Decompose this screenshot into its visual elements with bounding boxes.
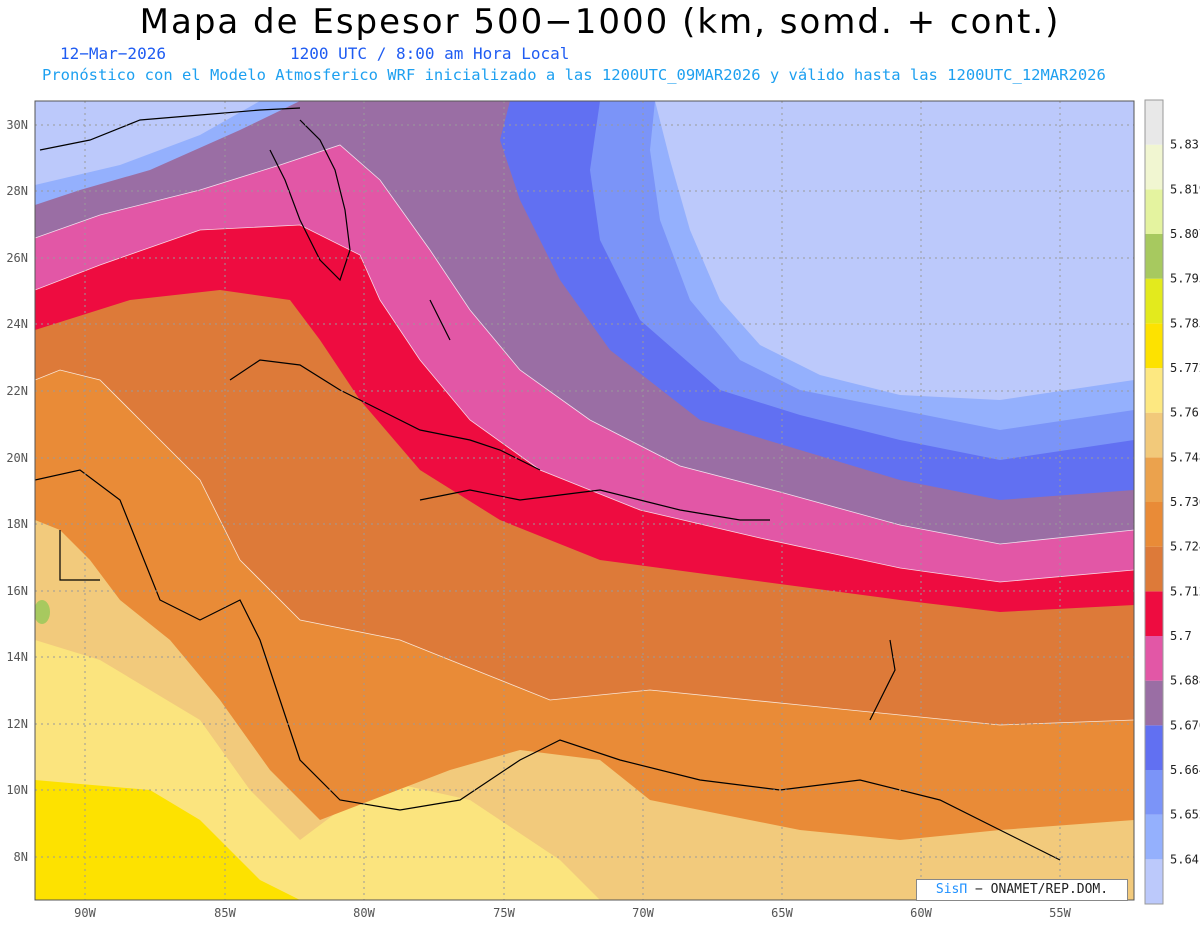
coastlines	[35, 107, 1061, 861]
credit-box: SisΠ − ONAMET/REP.DOM.	[916, 879, 1128, 901]
colorbar-label: 5.724	[1170, 540, 1200, 554]
colorbar-swatch	[1145, 814, 1163, 860]
contour-lines	[35, 144, 1134, 726]
map-frame	[34, 100, 1135, 901]
lon-label: 90W	[74, 906, 96, 920]
colorbar-swatch	[1145, 368, 1163, 413]
colorbar-frame	[1144, 99, 1164, 905]
colorbar-label: 5.76	[1170, 406, 1199, 420]
colorbar-label: 5.783	[1170, 316, 1200, 330]
lat-lon-grid	[35, 101, 1134, 900]
lon-label: 70W	[632, 906, 654, 920]
lat-label: 24N	[6, 317, 28, 331]
forecast-time: 1200 UTC / 8:00 am Hora Local	[290, 44, 570, 63]
lat-label: 20N	[6, 451, 28, 465]
colorbar-swatch	[1145, 636, 1163, 681]
colorbar-label: 5.831	[1170, 138, 1200, 152]
lon-label: 80W	[353, 906, 375, 920]
colorbar-swatch	[1145, 278, 1163, 324]
thickness-field	[35, 101, 1134, 900]
lat-axis: 30N 28N 26N 24N 22N 20N 18N 16N 14N 12N …	[6, 118, 28, 864]
band-5.795	[35, 600, 50, 624]
model-note: Pronóstico con el Modelo Atmosferico WRF…	[42, 66, 1106, 84]
colorbar-swatch	[1145, 412, 1163, 458]
forecast-date: 12−Mar−2026	[60, 44, 166, 63]
band-5.64	[35, 101, 1134, 400]
band-5.772	[35, 780, 300, 900]
colorbar-label: 5.807	[1170, 227, 1200, 241]
lat-label: 30N	[6, 118, 28, 132]
map-title: Mapa de Espesor 500−1000 (km, somd. + co…	[139, 2, 1061, 42]
lat-label: 22N	[6, 384, 28, 398]
colorbar-swatch	[1145, 234, 1163, 279]
colorbar-swatch	[1145, 591, 1163, 636]
colorbar-label: 5.664	[1170, 763, 1200, 777]
lon-label: 75W	[493, 906, 515, 920]
colorbar-label: 5.819	[1170, 182, 1200, 196]
colorbar-swatch	[1145, 323, 1163, 368]
colorbar-swatch	[1145, 725, 1163, 770]
colorbar-swatch	[1145, 502, 1163, 547]
lat-label: 14N	[6, 650, 28, 664]
lat-label: 16N	[6, 584, 28, 598]
colorbar-swatch	[1145, 546, 1163, 592]
lon-label: 60W	[910, 906, 932, 920]
colorbar-swatch	[1145, 770, 1163, 815]
lat-label: 10N	[6, 783, 28, 797]
colorbar-label: 5.748	[1170, 450, 1200, 464]
lat-label: 12N	[6, 717, 28, 731]
lon-label: 65W	[771, 906, 793, 920]
sispi-logo: SisΠ	[935, 882, 968, 897]
lat-label: 8N	[14, 850, 28, 864]
colorbar-label: 5.795	[1170, 272, 1200, 286]
colorbar-label: 5.676	[1170, 718, 1200, 732]
colorbar: 5.64 5.652 5.664 5.676 5.688 5.7 5.712 5.724 5.7…	[1144, 99, 1200, 905]
colorbar-swatch	[1145, 189, 1163, 234]
lon-axis: 90W 85W 80W 75W 70W 65W 60W 55W	[74, 906, 1071, 920]
colorbar-label: 5.688	[1170, 674, 1200, 688]
lon-label: 85W	[214, 906, 236, 920]
colorbar-swatch	[1145, 100, 1163, 145]
lat-label: 28N	[6, 184, 28, 198]
colorbar-swatch	[1145, 457, 1163, 502]
colorbar-label: 5.712	[1170, 584, 1200, 598]
lon-label: 55W	[1049, 906, 1071, 920]
colorbar-label: 5.736	[1170, 495, 1200, 509]
lat-label: 18N	[6, 517, 28, 531]
colorbar-swatch	[1145, 859, 1163, 904]
credit-text: − ONAMET/REP.DOM.	[975, 882, 1109, 897]
lat-label: 26N	[6, 251, 28, 265]
colorbar-label: 5.64	[1170, 852, 1199, 866]
colorbar-label: 5.652	[1170, 808, 1200, 822]
colorbar-label: 5.772	[1170, 361, 1200, 375]
colorbar-swatch	[1145, 144, 1163, 190]
colorbar-swatch	[1145, 680, 1163, 726]
colorbar-label: 5.7	[1170, 629, 1192, 643]
